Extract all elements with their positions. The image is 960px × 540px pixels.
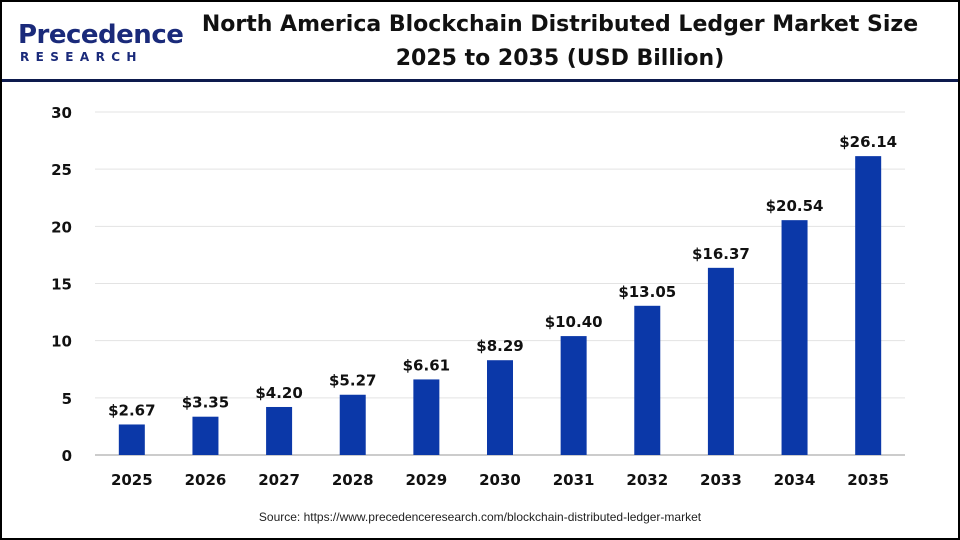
x-tick-label: 2026 bbox=[185, 471, 227, 489]
x-tick-label: 2027 bbox=[258, 471, 300, 489]
bar-2030 bbox=[487, 360, 513, 455]
x-tick-label: 2025 bbox=[111, 471, 153, 489]
bar-2033 bbox=[707, 267, 734, 455]
x-tick-label: 2034 bbox=[774, 471, 816, 489]
bar-2032 bbox=[634, 305, 661, 455]
y-tick-label: 15 bbox=[51, 276, 72, 294]
data-label-2028: $5.27 bbox=[329, 372, 376, 390]
data-label-2029: $6.61 bbox=[403, 356, 450, 374]
header-divider bbox=[2, 79, 958, 82]
data-label-2026: $3.35 bbox=[182, 394, 229, 412]
data-label-2030: $8.29 bbox=[476, 337, 523, 355]
chart-title-line-2: 2025 to 2035 (USD Billion) bbox=[395, 46, 725, 71]
y-tick-label: 5 bbox=[62, 390, 72, 408]
y-tick-label: 0 bbox=[62, 447, 72, 465]
x-tick-label: 2029 bbox=[405, 471, 447, 489]
source-note: Source: https://www.precedenceresearch.c… bbox=[258, 510, 702, 524]
data-label-2035: $26.14 bbox=[839, 133, 897, 151]
chart-title-line-1: North America Blockchain Distributed Led… bbox=[201, 12, 919, 37]
bar-2031 bbox=[560, 336, 587, 455]
data-label-2025: $2.67 bbox=[108, 401, 155, 419]
data-label-2027: $4.20 bbox=[255, 384, 302, 402]
bar-2026 bbox=[192, 416, 219, 455]
data-label-2034: $20.54 bbox=[766, 197, 824, 215]
bar-2025 bbox=[118, 424, 145, 455]
x-tick-label: 2028 bbox=[332, 471, 374, 489]
bar-2034 bbox=[781, 220, 808, 455]
precedence-research-logo: Precedence RESEARCH bbox=[16, 18, 184, 68]
data-label-2032: $13.05 bbox=[618, 283, 676, 301]
bar-2027 bbox=[266, 406, 293, 455]
y-tick-label: 30 bbox=[51, 104, 72, 122]
bar-2029 bbox=[413, 379, 440, 455]
logo-sub-text: RESEARCH bbox=[20, 50, 143, 64]
y-tick-label: 25 bbox=[51, 161, 72, 179]
bar-2028 bbox=[339, 394, 366, 455]
y-tick-label: 10 bbox=[51, 333, 72, 351]
x-tick-label: 2031 bbox=[553, 471, 595, 489]
data-label-2031: $10.40 bbox=[545, 313, 603, 331]
logo-main-text: Precedence bbox=[18, 20, 184, 50]
bar-2035 bbox=[855, 156, 882, 455]
x-tick-label: 2033 bbox=[700, 471, 742, 489]
y-tick-label: 20 bbox=[51, 218, 72, 236]
x-tick-label: 2032 bbox=[626, 471, 668, 489]
data-label-2033: $16.37 bbox=[692, 245, 750, 263]
chart-title: North America Blockchain Distributed Led… bbox=[190, 8, 930, 76]
x-tick-label: 2035 bbox=[847, 471, 889, 489]
x-tick-label: 2030 bbox=[479, 471, 521, 489]
